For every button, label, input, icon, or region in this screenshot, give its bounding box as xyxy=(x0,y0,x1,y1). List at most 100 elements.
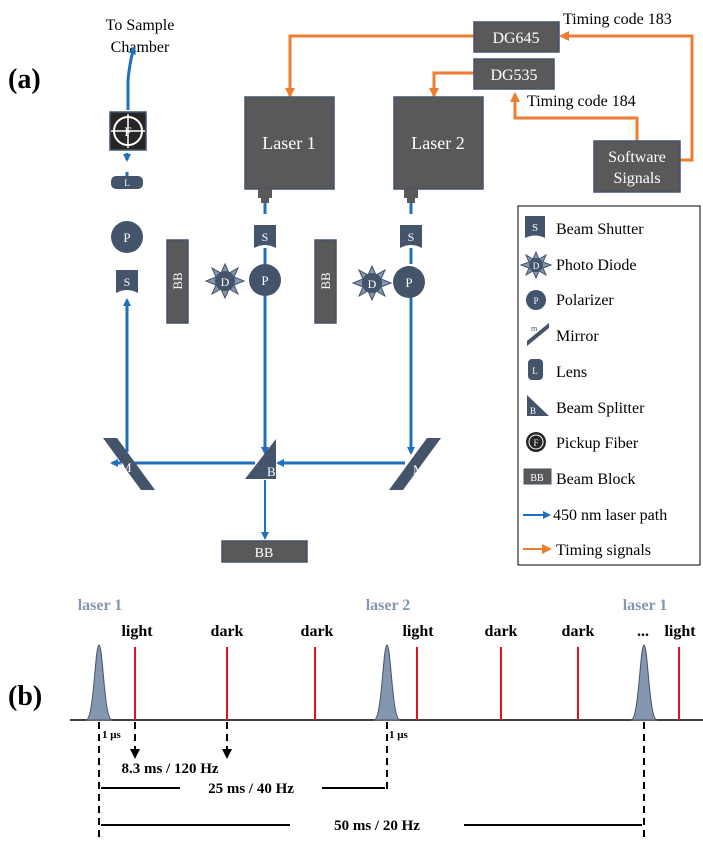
legend-item-photo-diode: Photo Diode xyxy=(556,257,636,274)
svg-text:P: P xyxy=(533,296,538,306)
interval-label-40hz: 25 ms / 40 Hz xyxy=(208,781,294,797)
legend-item-beam-block: Beam Block xyxy=(556,471,636,488)
legend-shutter-letter: S xyxy=(532,222,538,234)
laser-1-box xyxy=(244,96,335,190)
dg535-box xyxy=(473,58,555,90)
us-label-2: 1 μs xyxy=(389,729,408,741)
sample-chamber-label-2: Chamber xyxy=(111,39,170,56)
dark-label-1: dark xyxy=(211,623,244,640)
svg-text:m: m xyxy=(531,324,538,333)
legend-item-mirror: Mirror xyxy=(556,328,599,345)
laser-paths xyxy=(110,46,415,540)
mirror-left-letter: M xyxy=(120,460,132,475)
laser-2-label: Laser 2 xyxy=(411,133,464,153)
beam-splitter-letter: B xyxy=(267,464,276,479)
interval-markers xyxy=(98,722,645,842)
beam-block-middle xyxy=(314,239,337,324)
beam-block-left-label: BB xyxy=(170,272,185,290)
beam-block-bottom-label: BB xyxy=(255,546,274,561)
laser-2-pulse xyxy=(373,644,401,721)
panel-a-label: (a) xyxy=(8,64,41,95)
timing-code-183: Timing code 183 xyxy=(563,11,672,28)
dg535-label: DG535 xyxy=(490,67,537,84)
photo-diode-laser-2: D xyxy=(351,264,393,302)
photo-diode-2-letter: D xyxy=(368,277,377,291)
polarizer-laser-2 xyxy=(393,266,425,298)
laser-1-nozzle xyxy=(258,189,272,198)
interval-label-120hz: 8.3 ms / 120 Hz xyxy=(121,761,218,777)
legend-item-pickup-fiber: Pickup Fiber xyxy=(556,435,639,452)
light-label-3: light xyxy=(664,623,696,640)
software-signals-label-2: Signals xyxy=(613,170,660,187)
polarizer-left-letter: P xyxy=(123,230,130,245)
beam-splitter xyxy=(245,439,276,479)
laser-2-label-b: laser 2 xyxy=(366,597,411,614)
svg-text:L: L xyxy=(532,366,538,376)
laser-2-box xyxy=(393,96,484,190)
panel-b-label: (b) xyxy=(8,681,42,712)
us-label-1: 1 μs xyxy=(102,729,121,741)
ellipsis-label: ... xyxy=(637,623,649,640)
mirror-right-letter: M xyxy=(413,462,425,477)
laser-2-nozzle-tip xyxy=(407,198,415,203)
shutter-left-letter: S xyxy=(124,275,131,289)
laser-1-label-b-2: laser 1 xyxy=(623,597,668,614)
pickup-fiber-letter: F xyxy=(124,124,131,139)
shutter-laser-2-letter: S xyxy=(408,230,415,244)
laser-1-pulse xyxy=(85,644,113,721)
lens-icon xyxy=(528,359,543,380)
beam-block-left xyxy=(166,239,189,324)
svg-text:B: B xyxy=(530,406,536,416)
laser-1-label: Laser 1 xyxy=(262,133,315,153)
laser-1-label-b: laser 1 xyxy=(78,597,123,614)
beam-splitter-icon xyxy=(527,395,549,416)
shutter-laser-1-letter: S xyxy=(262,230,269,244)
timing-signals xyxy=(285,31,694,162)
polarizer-left xyxy=(111,221,143,253)
photo-diode-1-letter: D xyxy=(221,275,230,289)
shutter-laser-1 xyxy=(254,225,276,248)
laser-1-pulse-2 xyxy=(630,644,658,721)
legend-item-beam-splitter: Beam Splitter xyxy=(556,400,645,417)
laser-2-nozzle xyxy=(404,189,418,198)
legend-item-polarizer: Polarizer xyxy=(556,292,614,309)
dark-label-3: dark xyxy=(485,623,518,640)
legend: S Beam Shutter D Photo Diode P Polarizer… xyxy=(519,216,667,559)
lens-letter: L xyxy=(124,178,130,188)
legend-box xyxy=(517,205,701,566)
polarizer-laser-1 xyxy=(249,264,281,296)
sample-chamber-label: To Sample xyxy=(106,17,175,34)
legend-item-beam-shutter: Beam Shutter xyxy=(556,221,644,238)
photo-diode-laser-1: D xyxy=(204,262,246,300)
svg-text:F: F xyxy=(533,438,538,448)
laser-1-nozzle-tip xyxy=(261,198,269,203)
dark-label-4: dark xyxy=(562,623,595,640)
photo-diode-icon: D xyxy=(519,250,553,280)
dg645-box xyxy=(473,21,560,53)
beam-shutter-icon xyxy=(525,216,545,238)
dark-label-2: dark xyxy=(301,623,334,640)
polarizer-icon xyxy=(526,290,546,310)
shutter-left xyxy=(116,270,138,293)
beam-block-bottom xyxy=(221,540,308,563)
lens xyxy=(111,176,143,189)
polarizer-laser-1-letter: P xyxy=(261,273,268,288)
svg-text:D: D xyxy=(533,261,540,271)
interval-label-20hz: 50 ms / 20 Hz xyxy=(334,818,420,834)
light-label-1: light xyxy=(121,623,153,640)
polarizer-laser-2-letter: P xyxy=(405,275,412,290)
svg-text:BB: BB xyxy=(530,473,544,484)
shutter-laser-2 xyxy=(400,225,422,248)
timing-code-184: Timing code 184 xyxy=(527,93,636,110)
legend-item-laser-path: 450 nm laser path xyxy=(553,507,667,524)
legend-item-timing-signals: Timing signals xyxy=(556,542,651,559)
software-signals-label: Software xyxy=(608,149,666,166)
mirror-left xyxy=(103,438,155,490)
light-label-2: light xyxy=(402,623,434,640)
legend-item-lens: Lens xyxy=(556,364,587,381)
software-signals-box xyxy=(593,140,681,193)
beam-block-icon xyxy=(523,468,552,485)
dg645-label: DG645 xyxy=(492,30,539,47)
mirror-right xyxy=(389,438,441,490)
